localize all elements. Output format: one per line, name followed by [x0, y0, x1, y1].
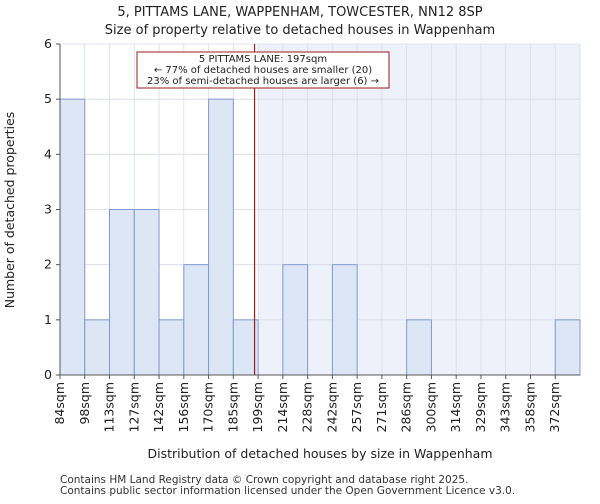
x-tick-label: 372sqm	[547, 382, 562, 432]
bar-242sqm	[331, 264, 358, 376]
x-tick-label: 329sqm	[473, 382, 488, 432]
x-tick-label: 98sqm	[77, 382, 92, 425]
y-tick-label: 5	[44, 91, 52, 106]
x-tick-labels: 84sqm 98sqm 113sqm 127sqm 142sqm 156sqm 170sqm…	[52, 375, 562, 432]
chart-title: 5, PITTAMS LANE, WAPPENHAM, TOWCESTER, N…	[117, 5, 482, 20]
x-tick-label: 228sqm	[300, 382, 315, 432]
x-tick-label: 113sqm	[102, 382, 117, 432]
y-tick-label: 2	[44, 257, 52, 272]
x-tick-label: 358sqm	[522, 382, 537, 432]
annotation-line-2: ← 77% of detached houses are smaller (20…	[154, 65, 372, 76]
x-tick-label: 343sqm	[498, 382, 513, 432]
x-tick-label: 199sqm	[250, 382, 265, 432]
x-tick-label: 300sqm	[423, 382, 438, 432]
bar-113sqm	[109, 209, 135, 376]
bar-142sqm	[158, 319, 185, 376]
x-axis-label: Distribution of detached houses by size …	[147, 446, 492, 461]
annotation-line-3: 23% of semi-detached houses are larger (…	[147, 76, 379, 87]
annotation-box: 5 PITTAMS LANE: 197sqm ← 77% of detached…	[136, 51, 390, 89]
x-tick-label: 286sqm	[399, 382, 414, 432]
bar-286sqm	[406, 319, 432, 376]
footer-line-2: Contains public sector information licen…	[60, 485, 515, 497]
bar-156sqm	[183, 264, 210, 376]
annotation-line-1: 5 PITTAMS LANE: 197sqm	[199, 54, 327, 65]
x-tick-label: 127sqm	[126, 382, 141, 432]
footer-line-1: Contains HM Land Registry data © Crown c…	[60, 474, 468, 486]
bar-84sqm	[59, 98, 86, 376]
y-tick-labels: 0 1 2 3 4 5 6	[44, 36, 60, 382]
y-axis-label: Number of detached properties	[2, 112, 17, 309]
y-tick-label: 6	[44, 36, 52, 51]
x-tick-label: 185sqm	[225, 382, 240, 432]
x-tick-label: 84sqm	[52, 382, 67, 425]
bar-214sqm	[282, 264, 309, 376]
y-tick-label: 4	[44, 146, 52, 161]
y-tick-label: 3	[44, 202, 52, 217]
chart-subtitle: Size of property relative to detached ho…	[105, 23, 495, 38]
bar-98sqm	[84, 319, 111, 376]
bar-127sqm	[133, 209, 160, 376]
annotation-frame	[136, 51, 390, 89]
bars	[59, 98, 581, 376]
y-tick-label: 1	[44, 312, 52, 327]
x-tick-label: 242sqm	[324, 382, 339, 432]
x-tick-label: 142sqm	[151, 382, 166, 432]
x-tick-label: 170sqm	[201, 382, 216, 432]
y-tick-label: 0	[44, 367, 52, 382]
x-tick-label: 271sqm	[374, 382, 389, 432]
x-tick-label: 257sqm	[349, 382, 364, 432]
bar-372sqm	[554, 319, 581, 376]
x-tick-label: 214sqm	[275, 382, 290, 432]
x-tick-label: 314sqm	[448, 382, 463, 432]
x-tick-label: 156sqm	[176, 382, 191, 432]
bar-170sqm	[208, 98, 234, 376]
